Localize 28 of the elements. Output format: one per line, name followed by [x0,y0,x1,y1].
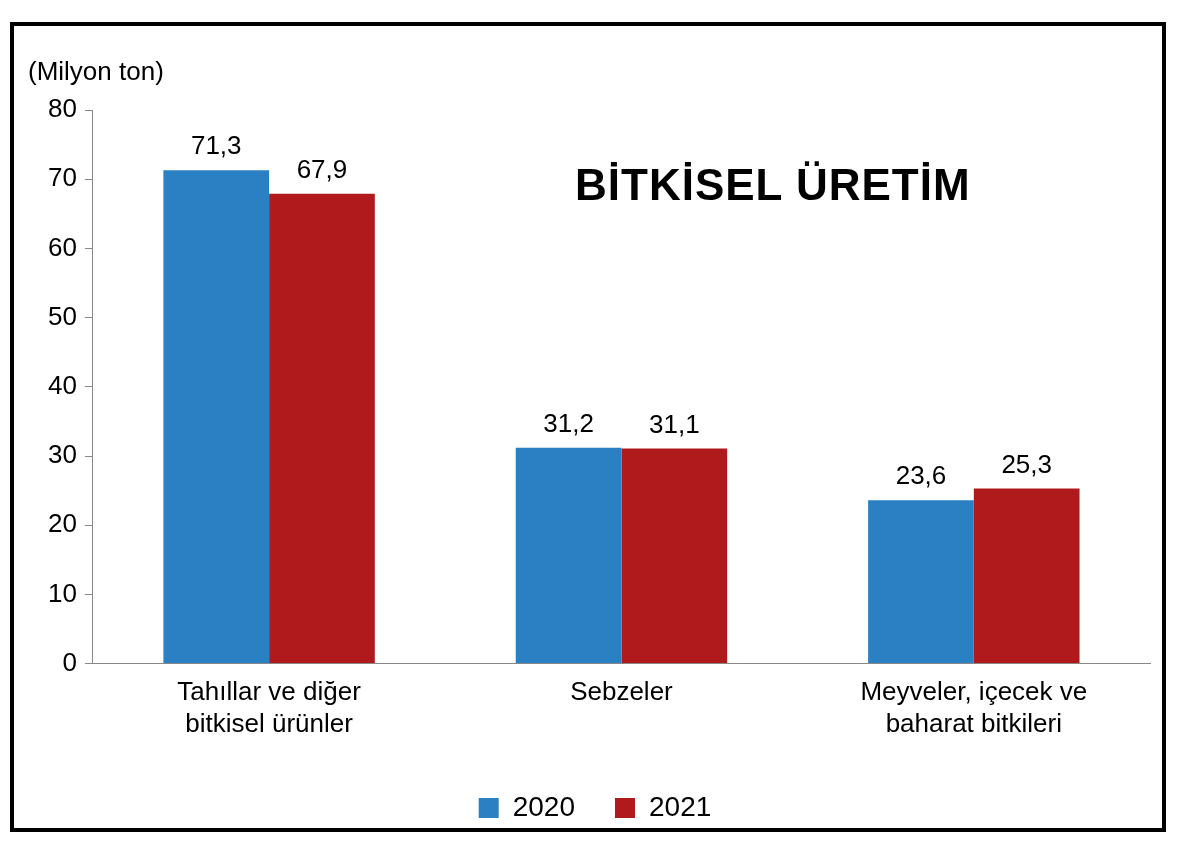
data-label: 71,3 [190,130,242,161]
y-tick-label: 0 [62,646,77,677]
bar [868,500,974,664]
bar [621,448,728,664]
y-axis-title: (Milyon ton) [28,56,164,87]
data-label: 23,6 [895,460,947,491]
y-tick-label: 10 [48,577,77,608]
x-tick-label: Meyveler, içecek ve baharat bitkileri [860,676,1088,738]
bar [515,447,622,664]
data-label: 31,1 [649,408,700,439]
y-tick-label: 50 [48,300,77,331]
bar [163,170,270,664]
legend-label: 2020 [512,790,576,822]
y-tick-label: 60 [48,231,77,262]
y-tick-label: 80 [48,93,77,124]
y-tick-label: 20 [48,508,77,539]
x-tick-label: Tahıllar ve diğer bitkisel ürünler [177,676,362,738]
bar [269,193,375,664]
y-tick-label: 30 [48,439,77,470]
data-label: 67,9 [296,153,348,184]
legend-label: 2021 [649,790,712,822]
y-tick-label: 40 [48,369,77,400]
y-tick-label: 70 [48,162,77,193]
x-tick-label: Sebzeler [570,676,674,707]
bar [973,488,1080,664]
data-label: 25,3 [1001,448,1052,479]
text: BİTKİSEL ÜRETİM [575,160,971,210]
data-label: 31,2 [543,407,594,438]
